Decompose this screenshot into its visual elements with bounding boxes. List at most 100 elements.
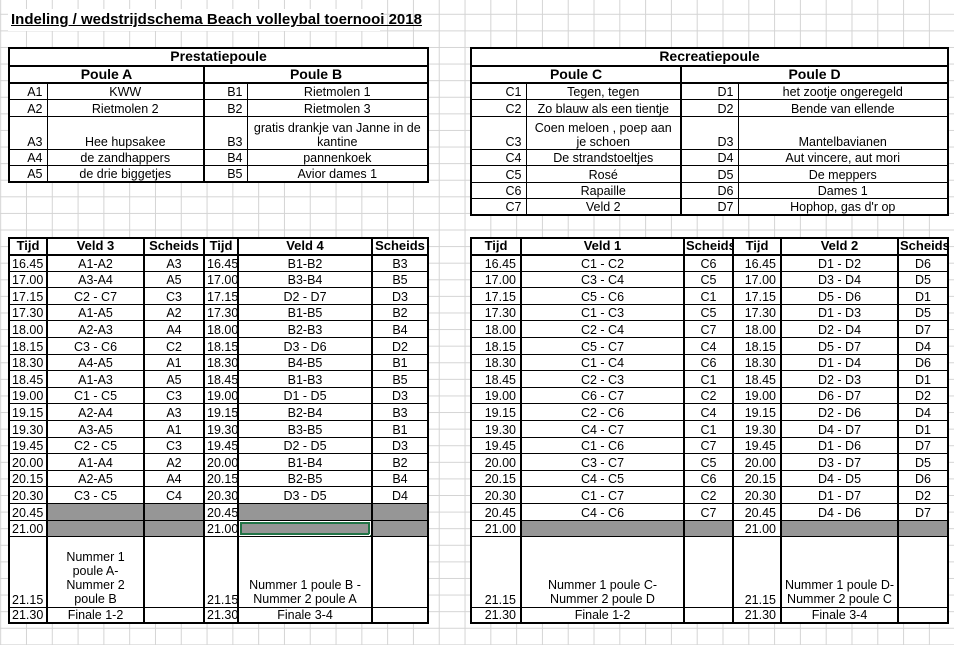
match-cell[interactable]: D5 - D7 [780,337,899,355]
team-name-cell[interactable]: Tegen, tegen [525,82,682,101]
referee-cell[interactable]: C6 [683,353,734,372]
referee-cell[interactable] [143,519,205,538]
referee-cell[interactable] [143,502,205,521]
time-cell[interactable]: 16.45 [203,254,239,272]
match-cell[interactable]: D1 - D7 [780,486,899,504]
referee-cell[interactable]: C5 [683,270,734,289]
referee-cell[interactable]: D2 [897,486,949,504]
referee-cell[interactable]: C7 [683,436,734,455]
referee-cell[interactable]: D1 [897,370,949,388]
referee-cell[interactable]: C4 [683,403,734,421]
match-cell[interactable]: D2 - D7 [237,287,373,305]
referee-cell[interactable]: C2 [143,337,205,355]
column-header[interactable]: Veld 1 [520,237,685,256]
time-cell[interactable]: 20.15 [203,469,239,488]
time-cell[interactable]: 16.45 [470,254,522,272]
team-code-cell[interactable]: D7 [680,198,739,216]
time-cell[interactable]: 18.45 [732,370,782,388]
time-cell[interactable]: 20.00 [203,453,239,471]
referee-cell[interactable]: D4 [371,486,429,504]
referee-cell[interactable]: D1 [897,419,949,438]
referee-cell[interactable] [371,519,429,538]
time-cell[interactable]: 18.15 [203,337,239,355]
referee-cell[interactable]: C3 [143,436,205,455]
match-cell[interactable]: C1 - C4 [520,353,685,372]
match-cell[interactable]: D2 - D6 [780,403,899,421]
column-header[interactable]: Tijd [8,237,48,256]
team-code-cell[interactable]: B3 [203,115,248,150]
time-cell[interactable]: 21.30 [732,607,782,624]
team-name-cell[interactable]: Dames 1 [737,181,949,200]
time-cell[interactable]: 17.30 [8,303,48,322]
time-cell[interactable]: 21.00 [470,519,522,538]
time-cell[interactable]: 21.15 [8,536,48,609]
match-cell[interactable]: B1-B4 [237,453,373,471]
match-cell[interactable]: A2-A3 [46,320,145,339]
time-cell[interactable]: 18.45 [470,370,522,388]
time-cell[interactable]: 20.30 [732,486,782,504]
team-name-cell[interactable]: Bende van ellende [737,99,949,117]
time-cell[interactable]: 19.45 [470,436,522,455]
match-cell[interactable]: B1-B3 [237,370,373,388]
match-cell[interactable]: A3-A5 [46,419,145,438]
column-header[interactable]: Veld 3 [46,237,145,256]
match-cell[interactable]: B3-B4 [237,270,373,289]
team-code-cell[interactable]: C3 [470,115,527,150]
match-cell[interactable]: C2 - C6 [520,403,685,421]
referee-cell[interactable]: A4 [143,320,205,339]
time-cell[interactable]: 19.15 [8,403,48,421]
referee-cell[interactable]: D7 [897,502,949,521]
referee-cell[interactable]: D3 [371,287,429,305]
team-code-cell[interactable]: A1 [8,82,48,101]
team-name-cell[interactable]: pannenkoek [246,148,429,167]
match-cell[interactable]: C2 - C3 [520,370,685,388]
match-cell[interactable]: D3 - D4 [780,270,899,289]
team-code-cell[interactable]: A4 [8,148,48,167]
team-name-cell[interactable]: Rietmolen 1 [246,82,429,101]
match-cell[interactable] [520,519,685,538]
match-cell[interactable]: A1-A3 [46,370,145,388]
referee-cell[interactable]: C2 [683,486,734,504]
match-cell[interactable]: B4-B5 [237,353,373,372]
time-cell[interactable]: 16.45 [8,254,48,272]
match-cell[interactable]: A1-A4 [46,453,145,471]
match-cell[interactable]: C4 - C6 [520,502,685,521]
match-cell[interactable]: D5 - D6 [780,287,899,305]
time-cell[interactable]: 18.30 [732,353,782,372]
team-code-cell[interactable]: C5 [470,165,527,183]
referee-cell[interactable]: D7 [897,320,949,339]
referee-cell[interactable]: D6 [897,254,949,272]
match-cell[interactable]: C6 - C7 [520,386,685,405]
referee-cell[interactable]: B3 [371,403,429,421]
match-cell[interactable]: B3-B5 [237,419,373,438]
team-name-cell[interactable]: Hophop, gas d'r op [737,198,949,216]
referee-cell[interactable] [143,607,205,624]
team-code-cell[interactable]: D3 [680,115,739,150]
referee-cell[interactable]: C5 [683,453,734,471]
referee-cell[interactable]: B1 [371,419,429,438]
column-header[interactable]: Veld 2 [780,237,899,256]
time-cell[interactable]: 21.00 [8,519,48,538]
referee-cell[interactable]: A1 [143,419,205,438]
match-cell[interactable]: C3 - C6 [46,337,145,355]
match-cell[interactable]: D4 - D5 [780,469,899,488]
match-cell[interactable]: C1 - C6 [520,436,685,455]
match-cell[interactable]: D1 - D3 [780,303,899,322]
time-cell[interactable]: 18.15 [470,337,522,355]
referee-cell[interactable]: B3 [371,254,429,272]
team-code-cell[interactable]: C6 [470,181,527,200]
referee-cell[interactable] [371,502,429,521]
time-cell[interactable]: 20.00 [8,453,48,471]
column-header[interactable]: Tijd [203,237,239,256]
time-cell[interactable]: 18.30 [203,353,239,372]
match-cell[interactable] [46,519,145,538]
referee-cell[interactable]: D1 [897,287,949,305]
match-cell[interactable]: C3 - C5 [46,486,145,504]
match-cell[interactable]: C1 - C7 [520,486,685,504]
time-cell[interactable]: 20.15 [8,469,48,488]
match-cell[interactable]: D3 - D5 [237,486,373,504]
match-cell[interactable]: D1 - D2 [780,254,899,272]
match-cell[interactable]: C2 - C5 [46,436,145,455]
match-cell[interactable]: A1-A5 [46,303,145,322]
time-cell[interactable]: 18.00 [470,320,522,339]
